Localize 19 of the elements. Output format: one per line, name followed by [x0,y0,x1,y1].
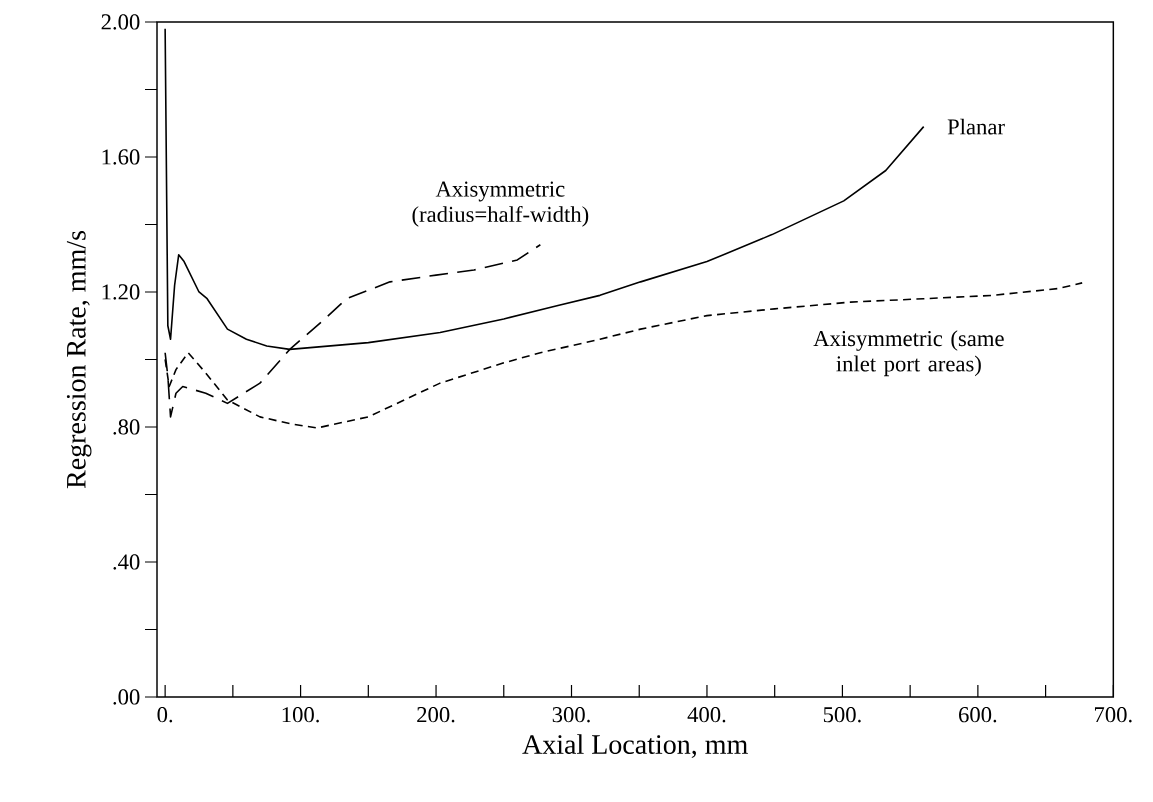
x-axis-title: Axial Location, mm [522,734,748,758]
y-tick-label: .40 [113,554,140,570]
x-tick-label: 0. [157,707,173,723]
text: Axisymmetric (radius=half-width) [412,181,589,227]
y-tick-label: 2.00 [101,14,140,30]
x-tick-label: 500. [823,707,861,723]
x-tick-label: 100. [282,707,319,723]
series-label: Planar [947,118,1005,135]
y-tick-label: 1.60 [102,149,140,165]
y-tick-label: .00 [113,689,140,705]
y-tick-label: 1.20 [102,284,140,300]
x-tick-label: 200. [417,707,455,723]
x-tick-label: 400. [687,707,726,723]
x-tick-label: 300. [552,707,590,723]
x-tick-label: 700. [1094,707,1132,723]
series-label: Axisymmetric (same inlet port areas) [813,330,1004,377]
x-tick-label: 600. [959,707,997,723]
y-axis-title: Regression Rate, mm/s [66,231,92,489]
y-tick-label: .80 [113,419,140,435]
